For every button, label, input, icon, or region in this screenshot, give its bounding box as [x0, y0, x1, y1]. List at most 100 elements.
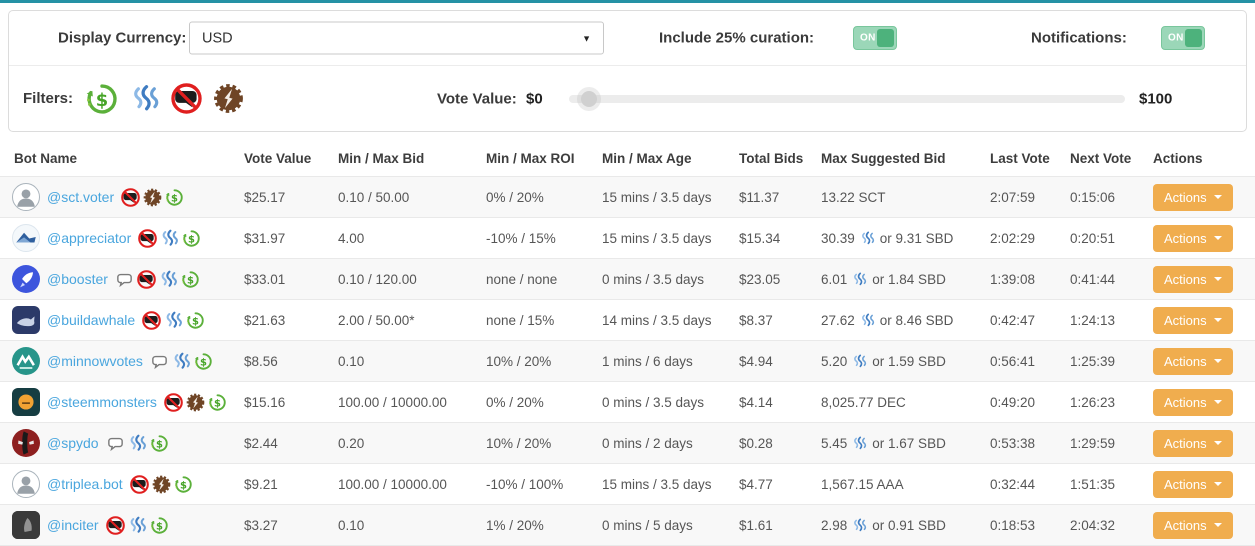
bot-badges: $	[106, 434, 169, 453]
min-max-roi-cell: -10% / 15%	[486, 230, 556, 246]
no-comment-icon	[138, 228, 158, 248]
bot-avatar	[12, 347, 40, 375]
money-back-icon: $	[182, 229, 201, 248]
min-max-roi-cell: 0% / 20%	[486, 394, 544, 410]
next-vote-cell: 0:15:06	[1070, 189, 1116, 205]
actions-button[interactable]: Actions	[1153, 224, 1233, 252]
money-back-filter-icon[interactable]: $	[85, 82, 119, 116]
bot-name-cell: @minnowvotes $	[0, 341, 244, 382]
bot-avatar	[12, 511, 40, 539]
svg-text:$: $	[156, 439, 163, 450]
column-header-next-vote: Next Vote	[1070, 151, 1132, 166]
actions-button[interactable]: Actions	[1153, 347, 1233, 375]
column-header-total-bids: Total Bids	[739, 151, 804, 166]
display-currency-select[interactable]: USD ▼	[189, 21, 604, 55]
caret-down-icon	[1213, 277, 1222, 281]
currency-row: Display Currency: USD ▼ Include 25% cura…	[9, 11, 1246, 66]
actions-button[interactable]: Actions	[1153, 388, 1233, 416]
actions-button-label: Actions	[1164, 189, 1207, 205]
bot-badges: $	[105, 515, 169, 535]
table-row: @steemmonsters $ $15.16 100.00 / 10000.0…	[0, 381, 1255, 423]
bot-name-link[interactable]: @booster	[47, 271, 108, 287]
bot-name-link[interactable]: @inciter	[47, 517, 99, 533]
vote-value-min: $0	[526, 90, 543, 107]
money-back-icon: $	[165, 188, 184, 207]
actions-button[interactable]: Actions	[1153, 306, 1233, 334]
actions-button-label: Actions	[1164, 476, 1207, 492]
curation-toggle[interactable]: ON	[853, 26, 897, 50]
select-caret-icon: ▼	[582, 33, 591, 43]
actions-button-label: Actions	[1164, 394, 1207, 410]
steem-filter-icon[interactable]	[130, 84, 160, 114]
sp-badge-filter-icon[interactable]	[213, 83, 244, 114]
comment-icon	[106, 434, 125, 453]
bot-badges: $	[121, 187, 184, 207]
no-comment-icon	[142, 310, 161, 330]
max-suggested-bid-cell: 1,567.15 AAA	[821, 476, 904, 492]
actions-cell: Actions	[1153, 218, 1255, 259]
top-accent-bar	[0, 0, 1255, 3]
steem-icon	[860, 231, 875, 246]
bot-name-link[interactable]: @buildawhale	[47, 312, 136, 328]
actions-button[interactable]: Actions	[1153, 470, 1233, 498]
next-vote-cell: 1:51:35	[1070, 476, 1116, 492]
vote-value-cell: $31.97	[244, 230, 286, 246]
money-back-icon: $	[150, 516, 169, 535]
vote-value-cell: $9.21	[244, 476, 278, 492]
min-max-bid-cell: 0.20	[338, 435, 365, 451]
bot-name-link[interactable]: @spydo	[47, 435, 99, 451]
bot-name-link[interactable]: @sct.voter	[47, 189, 115, 205]
actions-cell: Actions	[1153, 259, 1255, 300]
sp-badge-icon	[186, 393, 205, 412]
column-header-min-max-bid: Min / Max Bid	[338, 151, 425, 166]
bot-name-cell: @steemmonsters $	[0, 382, 244, 423]
actions-button[interactable]: Actions	[1153, 265, 1233, 293]
vote-value-cell: $21.63	[244, 312, 286, 328]
min-max-roi-cell: none / none	[486, 271, 558, 287]
notifications-toggle[interactable]: ON	[1161, 26, 1205, 50]
last-vote-cell: 2:07:59	[990, 189, 1036, 205]
bot-name-link[interactable]: @triplea.bot	[47, 476, 123, 492]
caret-down-icon	[1213, 359, 1222, 363]
actions-button-label: Actions	[1164, 271, 1207, 287]
actions-button-label: Actions	[1164, 353, 1207, 369]
caret-down-icon	[1213, 441, 1222, 445]
steem-icon	[852, 518, 867, 533]
bot-name-cell: @buildawhale $	[0, 300, 244, 341]
slider-handle[interactable]	[581, 90, 597, 107]
max-suggested-bid-cell: 13.22 SCT	[821, 189, 886, 205]
actions-button[interactable]: Actions	[1153, 183, 1233, 211]
curation-toggle-state: ON	[860, 32, 876, 44]
no-comment-filter-icon[interactable]	[171, 83, 202, 114]
max-suggested-bid-cell: 5.20 or 1.59 SBD	[821, 353, 946, 369]
min-max-age-cell: 0 mins / 2 days	[602, 435, 693, 451]
slider-track[interactable]	[569, 94, 1125, 103]
last-vote-cell: 0:18:53	[990, 517, 1036, 533]
vote-value-slider[interactable]	[569, 90, 1125, 108]
min-max-age-cell: 0 mins / 3.5 days	[602, 394, 705, 410]
actions-button[interactable]: Actions	[1153, 429, 1233, 457]
steem-icon	[164, 311, 183, 330]
steem-icon	[128, 516, 147, 535]
min-max-roi-cell: 10% / 20%	[486, 353, 552, 369]
caret-down-icon	[1213, 523, 1222, 527]
vote-value-cell: $33.01	[244, 271, 286, 287]
vote-value-cell: $3.27	[244, 517, 278, 533]
caret-down-icon	[1213, 236, 1222, 240]
bot-name-link[interactable]: @steemmonsters	[47, 394, 157, 410]
last-vote-cell: 0:56:41	[990, 353, 1036, 369]
actions-button[interactable]: Actions	[1153, 511, 1233, 539]
steem-icon	[172, 352, 191, 371]
table-row: @spydo $ $2.44 0.20 10% / 20% 0 mins / 2…	[0, 422, 1255, 464]
bot-name-link[interactable]: @appreciator	[47, 230, 132, 246]
total-bids-cell: $8.37	[739, 312, 773, 328]
vote-value-cell: $15.16	[244, 394, 286, 410]
total-bids-cell: $4.94	[739, 353, 773, 369]
bot-name-link[interactable]: @minnowvotes	[47, 353, 143, 369]
no-comment-icon	[129, 474, 149, 494]
min-max-age-cell: 15 mins / 3.5 days	[602, 189, 712, 205]
actions-button-label: Actions	[1164, 312, 1207, 328]
comment-icon	[150, 352, 169, 371]
caret-down-icon	[1213, 482, 1222, 486]
min-max-age-cell: 0 mins / 3.5 days	[602, 271, 705, 287]
